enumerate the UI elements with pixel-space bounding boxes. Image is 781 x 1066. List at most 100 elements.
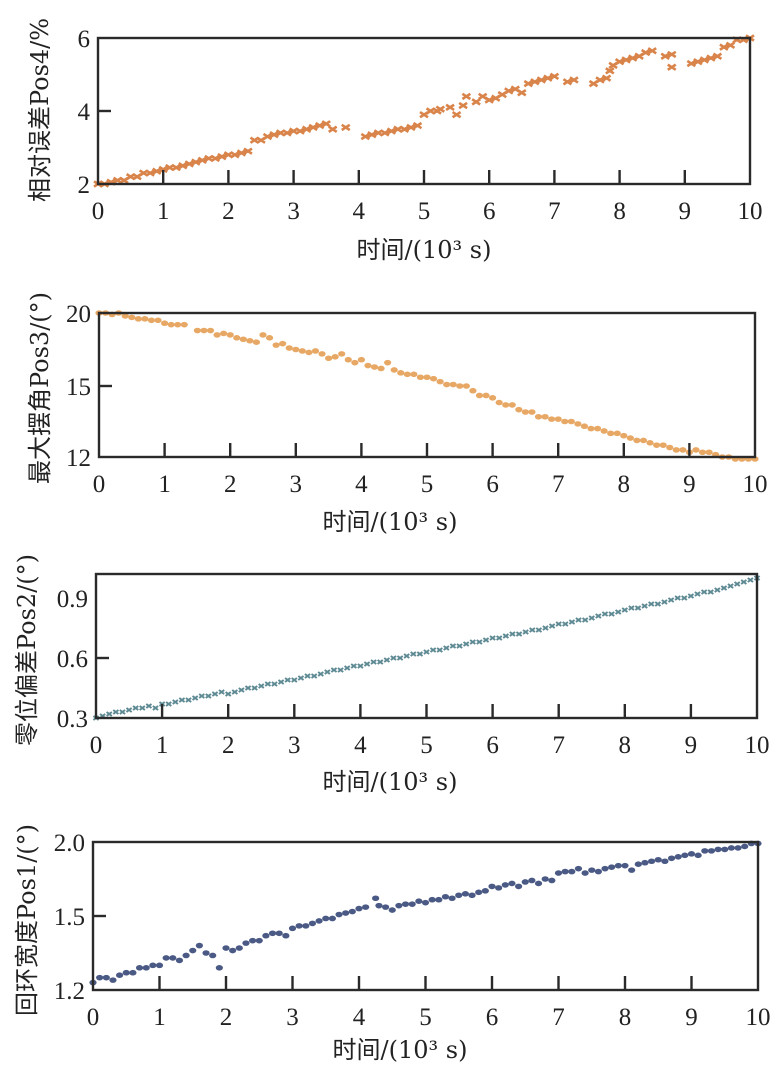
data-point bbox=[242, 940, 250, 946]
data-point bbox=[554, 416, 562, 422]
data-point bbox=[705, 449, 713, 456]
data-point bbox=[308, 123, 318, 132]
data-point bbox=[328, 915, 336, 922]
data-point bbox=[633, 437, 641, 444]
data-point bbox=[236, 149, 247, 157]
data-point bbox=[515, 631, 523, 637]
data-point bbox=[601, 611, 609, 617]
data-point bbox=[634, 605, 642, 611]
data-point bbox=[595, 613, 602, 619]
data-point bbox=[509, 631, 516, 637]
data-point bbox=[508, 880, 516, 887]
data-point bbox=[318, 351, 326, 357]
data-point bbox=[620, 432, 628, 439]
data-point bbox=[601, 865, 609, 872]
data-point bbox=[180, 321, 188, 328]
data-point bbox=[301, 125, 312, 133]
data-point bbox=[707, 589, 714, 595]
data-point bbox=[587, 425, 595, 432]
data-point bbox=[401, 901, 410, 907]
data-point bbox=[461, 92, 472, 101]
data-point bbox=[476, 639, 483, 645]
data-point bbox=[412, 121, 423, 130]
data-point bbox=[343, 665, 351, 671]
data-point bbox=[255, 937, 263, 944]
data-point bbox=[141, 316, 149, 322]
data-point bbox=[151, 167, 162, 175]
y-axis-title: 零位偏差Pos2/(°) bbox=[13, 554, 41, 746]
data-point bbox=[155, 962, 164, 969]
plot-frame bbox=[91, 840, 760, 992]
data-point bbox=[747, 577, 754, 583]
data-point bbox=[536, 76, 547, 84]
data-point bbox=[268, 930, 277, 937]
data-point bbox=[325, 355, 333, 362]
data-point bbox=[275, 930, 283, 937]
data-point bbox=[667, 855, 676, 862]
data-point bbox=[363, 661, 371, 667]
data-point bbox=[233, 335, 241, 341]
x-tick-label: 1 bbox=[157, 198, 170, 225]
data-point bbox=[581, 870, 589, 876]
data-point bbox=[727, 583, 734, 589]
data-point bbox=[206, 327, 215, 334]
x-tick-label: 10 bbox=[746, 1004, 771, 1031]
data-point bbox=[175, 957, 184, 964]
data-point bbox=[264, 681, 272, 687]
data-point bbox=[481, 888, 489, 894]
data-point bbox=[548, 623, 556, 629]
plot-frame bbox=[97, 311, 757, 459]
data-point bbox=[445, 103, 455, 112]
x-axis-title: 时间/(10³ s) bbox=[333, 1036, 468, 1064]
data-point bbox=[495, 399, 503, 406]
data-point bbox=[429, 647, 437, 653]
data-point bbox=[640, 48, 651, 57]
data-point bbox=[292, 346, 300, 353]
x-tick-label: 4 bbox=[355, 471, 368, 498]
data-point bbox=[390, 367, 398, 373]
data-point bbox=[456, 383, 464, 389]
data-point bbox=[462, 383, 470, 389]
data-point bbox=[435, 896, 443, 903]
data-point bbox=[262, 132, 273, 141]
data-point bbox=[377, 365, 385, 372]
data-point bbox=[224, 691, 232, 697]
data-point bbox=[229, 947, 237, 954]
data-point bbox=[607, 430, 615, 437]
data-point bbox=[714, 587, 721, 593]
data-point bbox=[461, 891, 469, 897]
data-point bbox=[372, 895, 380, 902]
data-point bbox=[277, 679, 285, 685]
x-tick-label: 2 bbox=[222, 198, 235, 225]
data-point bbox=[390, 655, 397, 661]
data-point bbox=[338, 351, 346, 357]
data-point bbox=[661, 858, 669, 865]
data-point bbox=[244, 685, 252, 691]
data-point bbox=[641, 603, 648, 609]
data-point bbox=[575, 617, 582, 623]
data-point bbox=[521, 879, 529, 885]
y-tick-label: 1.5 bbox=[54, 904, 85, 931]
data-point bbox=[456, 643, 463, 649]
data-point bbox=[654, 601, 662, 607]
data-point bbox=[209, 952, 217, 959]
data-point bbox=[605, 67, 615, 75]
data-point bbox=[648, 601, 655, 607]
data-point bbox=[193, 327, 201, 334]
data-point bbox=[428, 896, 436, 903]
data-point bbox=[215, 965, 223, 971]
data-point bbox=[681, 852, 689, 859]
data-point bbox=[523, 79, 534, 88]
data-point bbox=[554, 870, 563, 876]
x-tick-label: 1 bbox=[156, 732, 169, 759]
data-point bbox=[178, 697, 186, 703]
data-point bbox=[341, 123, 351, 132]
x-tick-label: 6 bbox=[486, 1004, 499, 1031]
data-point bbox=[423, 649, 430, 655]
data-point bbox=[534, 413, 543, 420]
data-point bbox=[235, 945, 243, 951]
data-point bbox=[258, 683, 265, 689]
data-point bbox=[139, 705, 146, 711]
data-point bbox=[121, 313, 129, 319]
data-point bbox=[388, 907, 396, 913]
